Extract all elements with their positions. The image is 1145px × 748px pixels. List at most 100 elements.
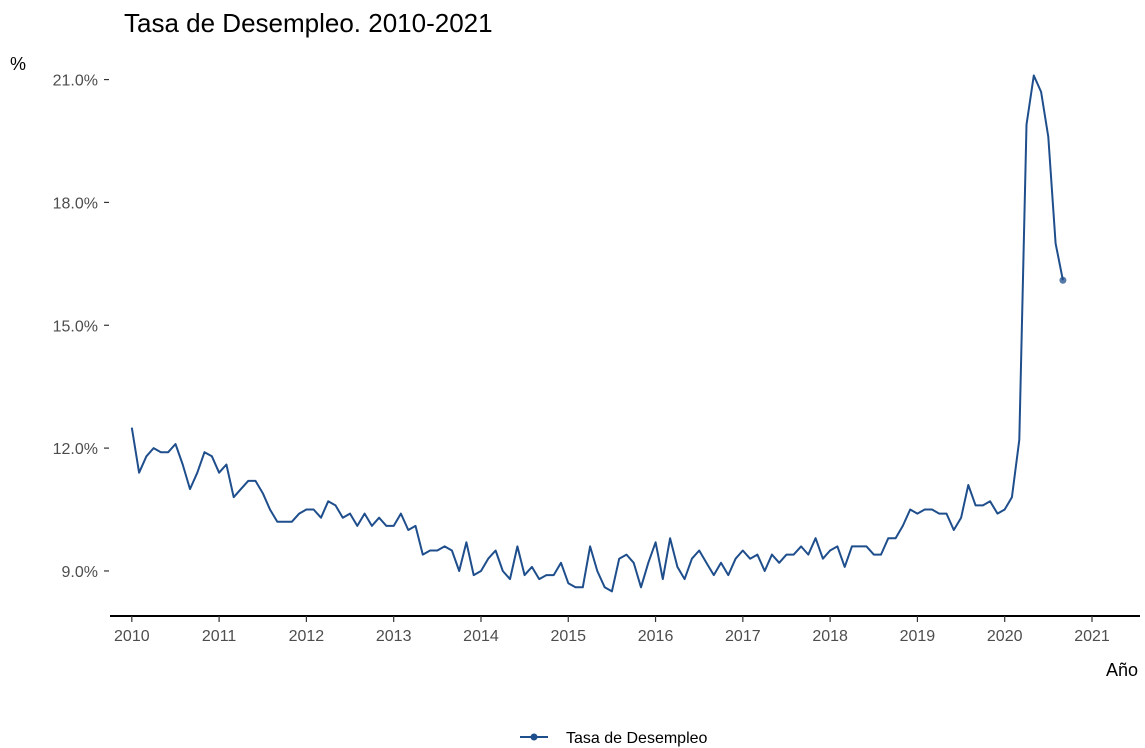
- data-point: [553, 574, 555, 576]
- data-point: [524, 574, 526, 576]
- data-point: [691, 558, 693, 560]
- data-point: [247, 480, 249, 482]
- data-point: [233, 496, 235, 498]
- x-axis: 2010 2011 2012 2013 2014 2015 2016 2017 2018 2019…: [110, 615, 1140, 645]
- data-point: [218, 472, 220, 474]
- data-point: [1047, 136, 1049, 138]
- x-tick-label: 2011: [202, 628, 237, 645]
- data-point: [836, 545, 838, 547]
- data-point: [371, 525, 373, 527]
- data-point: [407, 529, 409, 531]
- data-point: [851, 545, 853, 547]
- data-point: [1018, 439, 1020, 441]
- data-point: [182, 464, 184, 466]
- data-point: [873, 554, 875, 556]
- data-point: [509, 578, 511, 580]
- data-point: [175, 443, 177, 445]
- data-point: [196, 472, 198, 474]
- x-tick-label: 2021: [1074, 628, 1110, 645]
- data-point: [604, 586, 606, 588]
- x-tick-label: 2012: [289, 628, 325, 645]
- data-point: [895, 537, 897, 539]
- data-point: [1026, 124, 1028, 126]
- data-point: [887, 537, 889, 539]
- data-point: [429, 550, 431, 552]
- y-tick-label: 21.0%: [53, 73, 98, 90]
- data-point: [320, 517, 322, 519]
- data-point: [1059, 276, 1067, 284]
- data-point: [626, 554, 628, 556]
- y-tick-label: 12.0%: [53, 441, 98, 458]
- x-tick-label: 2013: [376, 628, 412, 645]
- data-point: [480, 570, 482, 572]
- data-point: [327, 500, 329, 502]
- x-tick-label: 2015: [550, 628, 586, 645]
- data-point: [982, 505, 984, 507]
- data-point: [145, 455, 147, 457]
- chart-title: Tasa de Desempleo. 2010-2021: [124, 8, 493, 38]
- data-point: [342, 517, 344, 519]
- y-axis-label: %: [10, 54, 26, 74]
- legend-swatch-point: [530, 733, 538, 741]
- data-point: [735, 558, 737, 560]
- data-point: [989, 500, 991, 502]
- x-tick-label: 2017: [725, 628, 761, 645]
- data-point: [335, 505, 337, 507]
- legend: Tasa de Desempleo: [520, 730, 708, 747]
- data-point: [800, 545, 802, 547]
- data-point: [451, 550, 453, 552]
- data-point: [356, 525, 358, 527]
- data-point: [815, 537, 817, 539]
- data-point: [727, 574, 729, 576]
- data-point: [924, 509, 926, 511]
- data-point: [902, 525, 904, 527]
- data-point: [706, 562, 708, 564]
- data-point: [269, 509, 271, 511]
- data-point: [1055, 242, 1057, 244]
- data-point: [546, 574, 548, 576]
- data-point: [131, 427, 133, 429]
- legend-label: Tasa de Desempleo: [566, 730, 708, 747]
- data-point: [473, 574, 475, 576]
- x-tick-label: 2010: [114, 628, 150, 645]
- data-point: [393, 525, 395, 527]
- data-point: [844, 566, 846, 568]
- data-point: [655, 541, 657, 543]
- data-point: [829, 550, 831, 552]
- data-point: [866, 545, 868, 547]
- y-tick-label: 15.0%: [53, 318, 98, 335]
- x-tick-label: 2018: [812, 628, 848, 645]
- data-point: [611, 591, 613, 593]
- data-point: [386, 525, 388, 527]
- data-point: [713, 574, 715, 576]
- data-point: [153, 447, 155, 449]
- data-point: [560, 562, 562, 564]
- data-point: [917, 513, 919, 515]
- data-point: [516, 545, 518, 547]
- data-point: [938, 513, 940, 515]
- y-axis: 9.0% 12.0% 15.0% 18.0% 21.0%: [53, 73, 109, 581]
- data-point: [255, 480, 257, 482]
- data-point: [742, 550, 744, 552]
- data-point: [458, 570, 460, 572]
- data-point: [909, 509, 911, 511]
- data-point: [589, 545, 591, 547]
- data-point: [291, 521, 293, 523]
- x-tick-label: 2020: [987, 628, 1023, 645]
- x-tick-label: 2019: [900, 628, 936, 645]
- data-point: [1011, 496, 1013, 498]
- x-tick-label: 2016: [638, 628, 674, 645]
- data-point: [502, 570, 504, 572]
- data-point: [997, 513, 999, 515]
- data-point: [167, 451, 169, 453]
- data-point: [618, 558, 620, 560]
- y-tick-label: 18.0%: [53, 195, 98, 212]
- y-tick-label: 9.0%: [62, 564, 98, 581]
- data-point: [1033, 75, 1035, 77]
- data-point: [684, 578, 686, 580]
- data-point: [764, 570, 766, 572]
- data-point: [189, 488, 191, 490]
- data-point: [422, 554, 424, 556]
- data-point: [931, 509, 933, 511]
